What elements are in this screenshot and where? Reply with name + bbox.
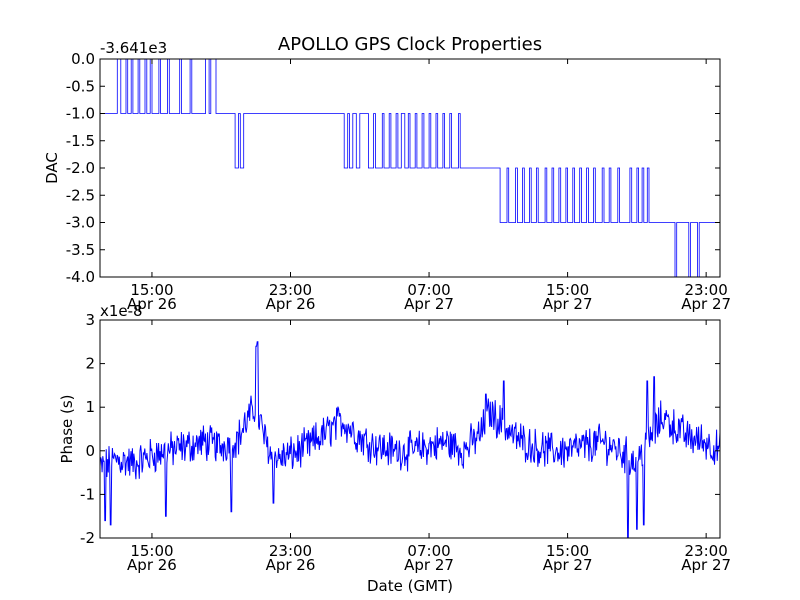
phase-x-tick-time: 15:00: [546, 542, 589, 560]
phase-y-tick-label: 1: [85, 398, 95, 416]
dac-y-axis-label: DAC: [43, 152, 61, 184]
dac-series: [100, 59, 720, 277]
phase-x-tick-date: Apr 27: [681, 556, 731, 574]
phase-offset-label: x1e-8: [100, 302, 143, 320]
phase-x-tick-time: 15:00: [130, 542, 173, 560]
dac-x-tick-time: 07:00: [407, 281, 450, 299]
dac-x-tick-time: 15:00: [130, 281, 173, 299]
x-axis-label: Date (GMT): [367, 577, 453, 595]
dac-y-tick-label: -4.0: [66, 268, 95, 286]
dac-y-tick-label: -1.5: [66, 132, 95, 150]
phase-x-tick-date: Apr 27: [543, 556, 593, 574]
dac-line: [100, 59, 720, 277]
phase-x-tick-time: 07:00: [407, 542, 450, 560]
phase-x-tick-time: 23:00: [685, 542, 728, 560]
dac-y-tick-label: -0.5: [66, 77, 95, 95]
dac-y-tick-label: -3.0: [66, 214, 95, 232]
dac-x-tick-date: Apr 26: [127, 295, 177, 313]
dac-y-tick-label: -2.0: [66, 159, 95, 177]
phase-y-tick-label: -2: [80, 529, 95, 547]
dac-y-tick-label: -2.5: [66, 186, 95, 204]
phase-y-tick-label: 3: [85, 311, 95, 329]
dac-x-tick-time: 15:00: [546, 281, 589, 299]
dac-x-tick-date: Apr 26: [266, 295, 316, 313]
dac-x-tick-time: 23:00: [685, 281, 728, 299]
dac-y-ticks: 0.0 -0.5 -1.0 -1.5 -2.0 -2.5 -3.0 -3.5 -4.0: [66, 50, 720, 286]
phase-axes-frame: [99, 319, 721, 539]
phase-line: [100, 341, 720, 538]
dac-y-tick-label: 0.0: [71, 50, 95, 68]
phase-y-tick-label: -1: [80, 485, 95, 503]
chart-title: APOLLO GPS Clock Properties: [278, 34, 542, 55]
dac-x-tick-date: Apr 27: [404, 295, 454, 313]
dac-y-tick-label: -3.5: [66, 241, 95, 259]
phase-y-axis-label: Phase (s): [58, 394, 76, 463]
dac-x-tick-date: Apr 27: [681, 295, 731, 313]
phase-y-ticks: 3 2 1 0 -1 -2: [80, 311, 720, 547]
dac-x-tick-time: 23:00: [269, 281, 312, 299]
dac-offset-label: -3.641e3: [100, 39, 167, 57]
phase-x-tick-date: Apr 26: [127, 556, 177, 574]
phase-y-tick-label: 0: [85, 442, 95, 460]
dac-y-tick-label: -1.0: [66, 105, 95, 123]
phase-x-tick-time: 23:00: [269, 542, 312, 560]
dac-subplot: 0.0 -0.5 -1.0 -1.5 -2.0 -2.5 -3.0 -3.5 -4.0 15:0…: [43, 39, 731, 313]
dac-x-tick-date: Apr 27: [543, 295, 593, 313]
phase-x-tick-date: Apr 26: [266, 556, 316, 574]
phase-series: [100, 341, 720, 538]
phase-x-tick-date: Apr 27: [404, 556, 454, 574]
phase-y-tick-label: 2: [85, 355, 95, 373]
